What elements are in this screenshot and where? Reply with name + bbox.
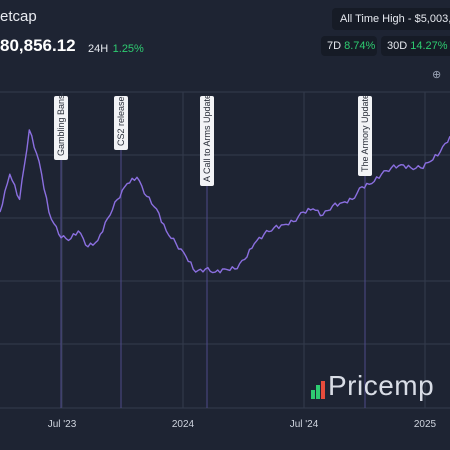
x-tick-label: Jul '23 <box>48 419 77 430</box>
event-box <box>200 96 214 186</box>
change-7d-value: 8.74% <box>344 40 376 52</box>
x-tick-label: 2025 <box>414 419 437 430</box>
change-7d-label: 7D <box>327 40 342 52</box>
x-tick-label: Jul '24 <box>290 419 319 430</box>
zoom-in-icon[interactable]: ⊕ <box>432 69 442 81</box>
all-time-high-label: All Time High - $5,003,0 <box>340 13 450 25</box>
event-label: CS2 release <box>116 96 126 146</box>
bar-chart-icon <box>311 381 327 399</box>
watermark-text: Pricemp <box>328 370 435 401</box>
change-24h: 24H 1.25% <box>88 39 144 57</box>
change-30d-value: 14.27% <box>410 40 448 52</box>
event-box <box>54 96 68 160</box>
change-24h-value: 1.25% <box>112 43 144 55</box>
event-label: A Call to Arms Update <box>202 94 212 182</box>
x-tick-label: 2024 <box>172 419 195 430</box>
event-label: The Armory Update <box>360 94 370 172</box>
change-24h-label: 24H <box>88 43 109 55</box>
event-box <box>114 96 128 150</box>
event-box <box>358 96 372 176</box>
watermark-logo: Pricemp <box>310 370 434 402</box>
asset-title: etcap <box>0 8 37 25</box>
current-price: 80,856.12 <box>0 36 76 55</box>
price-line <box>0 129 450 274</box>
change-30d-label: 30D <box>387 40 408 52</box>
all-time-high-badge: All Time High - $5,003,0 <box>332 8 450 30</box>
change-30d-badge: 30D 14.27% <box>381 36 450 56</box>
change-7d-badge: 7D 8.74% <box>321 36 377 56</box>
event-label: Gambling Bans <box>56 94 66 156</box>
